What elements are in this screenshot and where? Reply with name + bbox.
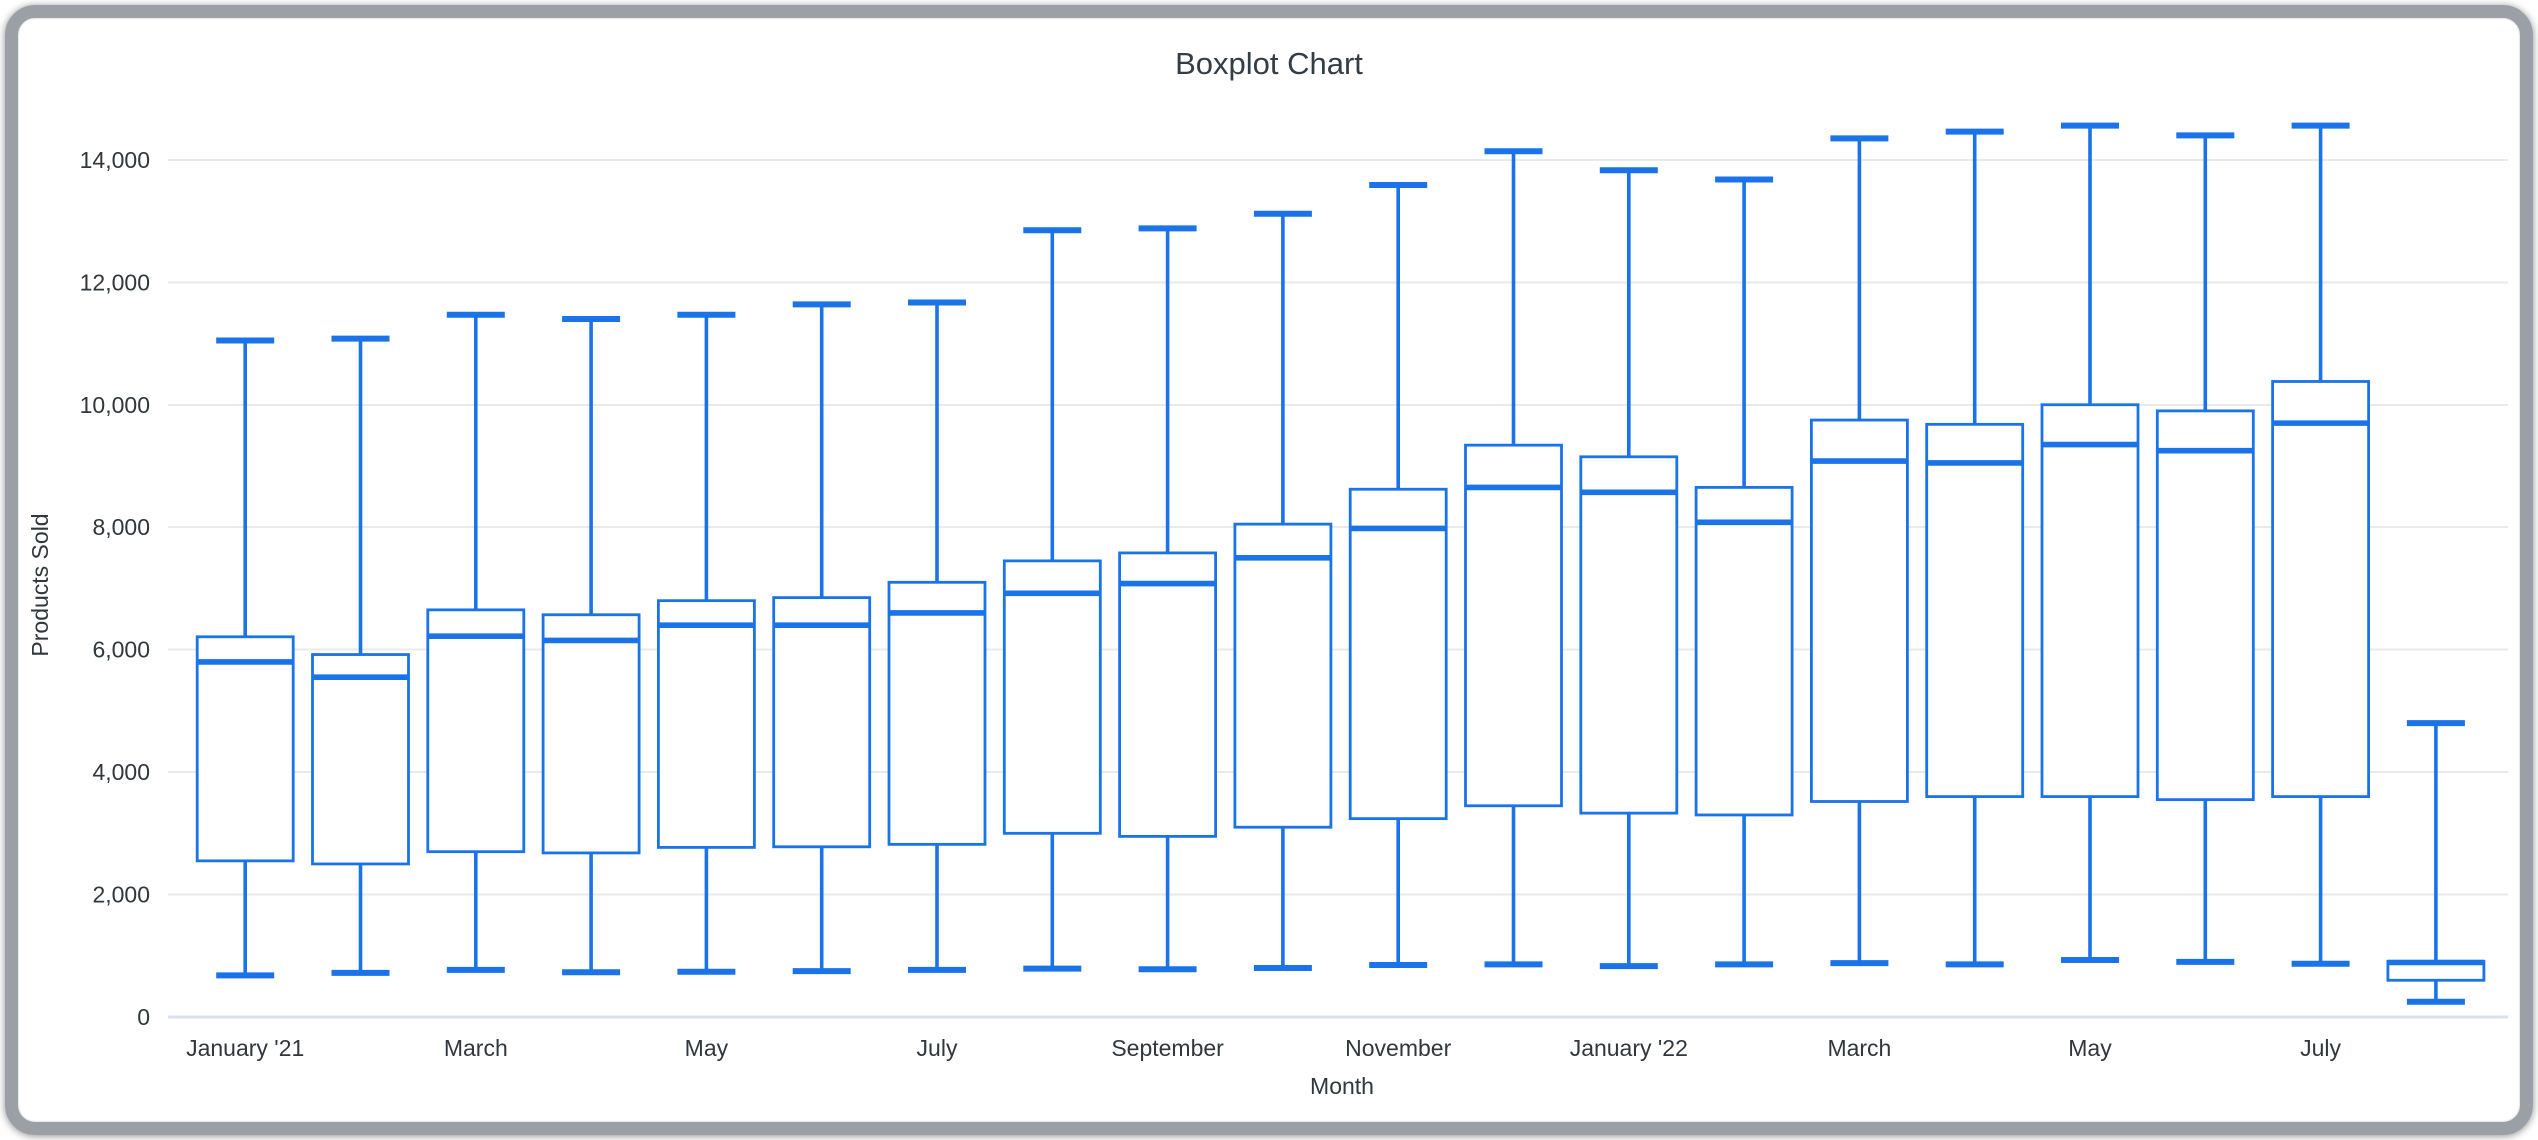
y-axis-title: Products Sold	[27, 513, 53, 656]
iqr-box	[657, 599, 756, 849]
chart-title: Boxplot Chart	[1175, 46, 1363, 81]
y-tick-label: 14,000	[80, 147, 150, 173]
iqr-box	[2271, 380, 2371, 798]
iqr-box	[1348, 487, 1448, 821]
iqr-box	[1694, 486, 1794, 817]
boxplot-month-9[interactable]	[1118, 225, 1217, 973]
boxplot-month-5[interactable]	[657, 311, 756, 975]
iqr-box	[1925, 422, 2025, 798]
iqr-box	[541, 613, 641, 855]
x-tick-label: November	[1345, 1035, 1451, 1061]
boxplot-month-11[interactable]	[1348, 181, 1448, 968]
y-tick-label: 4,000	[92, 759, 150, 785]
iqr-box	[2155, 409, 2255, 802]
axis-labels: Boxplot Chart Products Sold Month 0 2,000…	[27, 46, 2342, 1099]
x-tick-label: March	[1827, 1035, 1891, 1061]
x-tick-label: March	[444, 1035, 508, 1061]
y-tick-label: 0	[137, 1004, 150, 1030]
iqr-box	[887, 580, 987, 846]
iqr-box	[195, 635, 295, 863]
boxplot-month-10[interactable]	[1233, 210, 1333, 972]
iqr-box	[772, 596, 872, 849]
boxplot-month-2[interactable]	[311, 335, 410, 976]
iqr-box	[1810, 418, 1909, 803]
boxplot-month-13[interactable]	[1579, 167, 1679, 970]
x-tick-label: July	[917, 1035, 958, 1061]
iqr-box	[1233, 522, 1333, 829]
boxplot-month-12[interactable]	[1464, 148, 1563, 968]
boxplot-month-14[interactable]	[1694, 176, 1794, 968]
iqr-box	[1464, 443, 1563, 808]
boxplot-month-20[interactable]	[2386, 720, 2486, 1005]
iqr-box	[1579, 455, 1679, 815]
boxplot-month-4[interactable]	[541, 316, 641, 976]
boxplot-month-7[interactable]	[887, 299, 987, 973]
boxplot-month-6[interactable]	[772, 301, 872, 975]
iqr-box	[426, 608, 526, 854]
x-tick-label: May	[2068, 1035, 2112, 1061]
y-tick-label: 2,000	[92, 882, 150, 908]
boxplot-month-1[interactable]	[195, 337, 295, 979]
x-tick-label: January '21	[186, 1035, 304, 1061]
iqr-box	[1002, 559, 1102, 835]
y-tick-label: 12,000	[80, 269, 150, 295]
y-tick-label: 8,000	[92, 514, 150, 540]
y-tick-label: 6,000	[92, 637, 150, 663]
iqr-box	[2040, 403, 2140, 798]
x-tick-label: January '22	[1570, 1035, 1688, 1061]
boxplot-month-19[interactable]	[2271, 122, 2371, 967]
boxplot-marks[interactable]	[195, 122, 2486, 1005]
x-tick-label: July	[2300, 1035, 2341, 1061]
y-tick-label: 10,000	[80, 392, 150, 418]
boxplot-month-17[interactable]	[2040, 122, 2140, 964]
iqr-box	[1118, 551, 1217, 838]
boxplot-month-15[interactable]	[1810, 135, 1909, 967]
boxplot-month-8[interactable]	[1002, 227, 1102, 972]
boxplot-month-3[interactable]	[426, 311, 526, 973]
x-tick-label: September	[1111, 1035, 1224, 1061]
x-axis-title: Month	[1310, 1073, 1374, 1099]
x-tick-label: May	[685, 1035, 729, 1061]
iqr-box	[311, 653, 410, 866]
boxplot-month-16[interactable]	[1925, 128, 2025, 968]
boxplot-month-18[interactable]	[2155, 132, 2255, 965]
